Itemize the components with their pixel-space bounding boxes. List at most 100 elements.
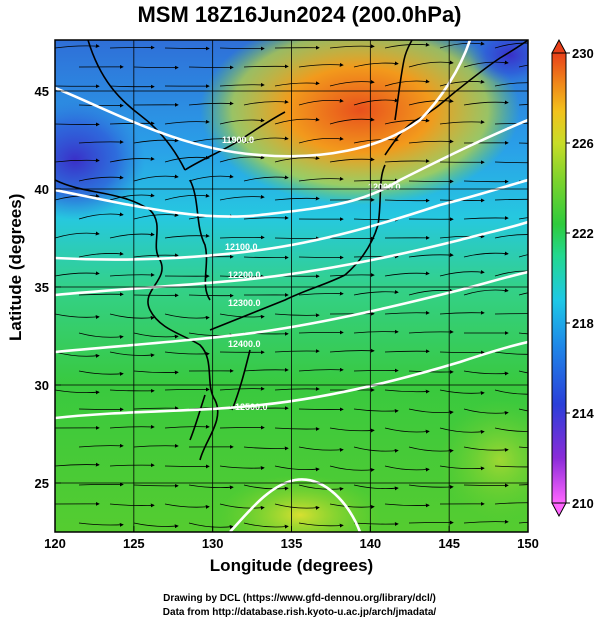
streamline bbox=[439, 389, 485, 396]
contour-label-12400: 12400.0 bbox=[228, 339, 261, 349]
cold-anomaly-ne bbox=[470, 40, 528, 85]
streamline bbox=[133, 370, 179, 375]
streamline bbox=[518, 370, 528, 374]
streamline bbox=[219, 465, 265, 471]
streamline bbox=[494, 502, 528, 505]
streamline bbox=[219, 503, 265, 510]
streamline bbox=[109, 84, 155, 89]
streamline bbox=[78, 332, 124, 339]
streamline bbox=[78, 370, 124, 376]
streamline bbox=[439, 310, 485, 315]
kuril-islands bbox=[454, 40, 528, 93]
streamline bbox=[353, 98, 399, 106]
colorbar-tick-label: 230 bbox=[572, 46, 594, 61]
streamline bbox=[243, 175, 289, 182]
streamline bbox=[133, 406, 179, 411]
streamline bbox=[188, 522, 234, 529]
contour-12300 bbox=[55, 270, 528, 354]
streamline bbox=[219, 194, 265, 201]
korean-peninsula bbox=[189, 179, 211, 301]
streamline bbox=[164, 46, 210, 51]
coastlines bbox=[55, 40, 528, 461]
streamline bbox=[439, 350, 485, 355]
streamline bbox=[298, 446, 344, 452]
streamline bbox=[133, 138, 179, 144]
streamline bbox=[439, 120, 485, 125]
streamline bbox=[353, 290, 399, 296]
streamline bbox=[384, 349, 430, 354]
streamline bbox=[298, 522, 344, 528]
streamline bbox=[109, 156, 155, 163]
colorbar-tick-label: 214 bbox=[572, 406, 594, 421]
streamline bbox=[298, 176, 344, 182]
taiwan bbox=[189, 394, 206, 441]
streamline bbox=[133, 483, 179, 488]
contour-label-12100: 12100.0 bbox=[225, 242, 258, 252]
streamline bbox=[353, 61, 399, 68]
streamline bbox=[384, 427, 430, 434]
streamline bbox=[384, 42, 430, 49]
streamline bbox=[78, 175, 124, 182]
cold-anomaly bbox=[55, 100, 145, 220]
streamline bbox=[274, 386, 320, 391]
streamline bbox=[219, 82, 265, 87]
contour-12400 bbox=[55, 340, 528, 420]
x-tick-label: 130 bbox=[202, 536, 224, 551]
streamline bbox=[133, 65, 179, 70]
streamline bbox=[518, 104, 528, 106]
streamline bbox=[384, 198, 430, 203]
streamline bbox=[494, 161, 528, 164]
streamline bbox=[55, 389, 100, 395]
streamline bbox=[78, 292, 124, 297]
contour-label-12000: 12000.0 bbox=[368, 182, 401, 192]
streamline bbox=[518, 292, 528, 296]
streamline bbox=[463, 408, 509, 415]
streamline bbox=[109, 463, 155, 468]
colorbar: 210 214 218 222 226 230 bbox=[551, 38, 594, 518]
japan-honshu bbox=[209, 164, 386, 331]
x-tick-label: 135 bbox=[281, 536, 303, 551]
axis-ticks: 120 125 130 135 140 145 150 25 30 35 40 45 bbox=[35, 84, 539, 551]
streamline bbox=[55, 44, 100, 49]
streamline bbox=[78, 212, 124, 220]
contour-label-11900: 11900.0 bbox=[222, 135, 254, 145]
streamline bbox=[518, 142, 528, 144]
streamline bbox=[55, 462, 100, 467]
streamline bbox=[78, 139, 124, 144]
streamline bbox=[353, 446, 399, 453]
streamline bbox=[298, 255, 344, 260]
y-axis-label: Latitude (degrees) bbox=[6, 193, 25, 341]
streamline bbox=[463, 446, 509, 452]
streamline bbox=[494, 82, 528, 87]
streamline bbox=[298, 291, 344, 296]
manchuria-coast bbox=[87, 40, 186, 171]
contour-12200 bbox=[55, 220, 528, 297]
streamline bbox=[219, 46, 265, 51]
y-tick-label: 35 bbox=[35, 280, 49, 295]
colorbar-tick-label: 222 bbox=[572, 226, 594, 241]
streamline bbox=[274, 81, 320, 87]
x-tick-label: 120 bbox=[44, 536, 66, 551]
streamline bbox=[219, 118, 265, 125]
streamline bbox=[133, 174, 179, 182]
contour-12000 bbox=[55, 118, 528, 218]
contour-label-12300: 12300.0 bbox=[228, 298, 261, 308]
streamline bbox=[384, 389, 430, 394]
contour-labels: 11900.0 12000.0 12100.0 12200.0 12300.0 … bbox=[222, 135, 401, 412]
colorbar-scale bbox=[551, 52, 567, 504]
streamline bbox=[494, 389, 528, 395]
streamline bbox=[298, 136, 344, 144]
streamline bbox=[384, 465, 430, 472]
colorbar-tick-label: 226 bbox=[572, 136, 594, 151]
contour-12100 bbox=[55, 178, 528, 261]
streamline bbox=[109, 232, 155, 239]
streamline bbox=[494, 270, 528, 277]
contour-label-12200: 12200.0 bbox=[228, 270, 261, 280]
streamline bbox=[55, 158, 100, 163]
streamline bbox=[463, 100, 509, 106]
streamline bbox=[463, 288, 509, 296]
streamline bbox=[164, 503, 210, 509]
streamline bbox=[353, 137, 399, 144]
x-tick-label: 125 bbox=[123, 536, 145, 551]
